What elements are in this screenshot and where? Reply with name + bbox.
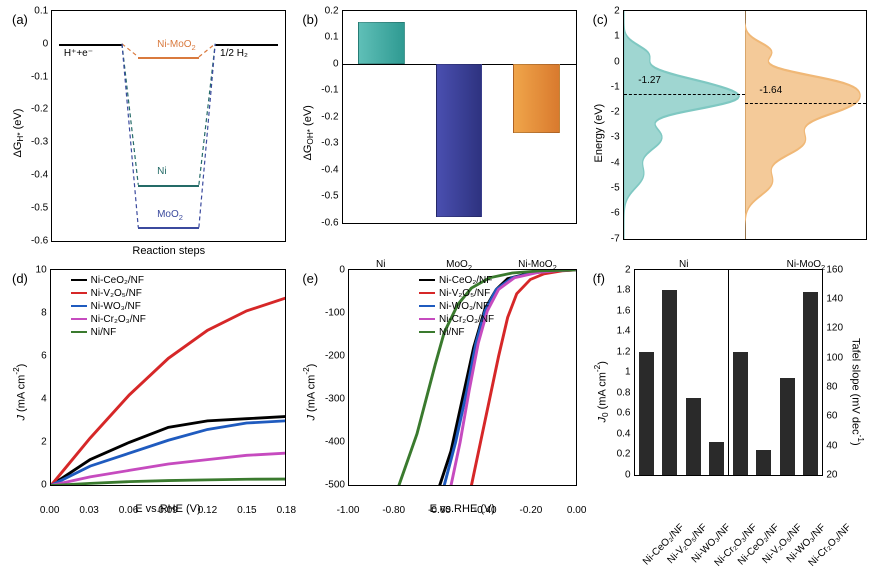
panel-d-plot: 0246810Ni-CeO₂/NFNi-V₂O₅/NFNi-WO₃/NFNi-C… <box>50 269 287 487</box>
panel-d: (d) J (mA cm-2) 0246810Ni-CeO₂/NFNi-V₂O₅… <box>10 269 286 516</box>
panel-d-label: (d) <box>12 271 28 286</box>
panel-d-ylabel: J (mA cm-2) <box>10 269 30 516</box>
panel-f-ylabel-right: Tafel slope (mV dec-1) <box>847 269 867 516</box>
panel-c-label: (c) <box>593 12 608 27</box>
panel-e-label: (e) <box>302 271 318 286</box>
panel-c-plot: 210-1-2-3-4-5-6-7-1.27-1.64 <box>623 10 867 240</box>
panel-e-ylabel: J (mA cm-2) <box>300 269 320 516</box>
panel-a-ylabel: ΔGH* (eV) <box>10 10 27 257</box>
panel-a-plot: 0.10-0.1-0.2-0.3-0.4-0.5-0.6H⁺+e⁻1/2 H₂N… <box>51 10 286 242</box>
panel-b: (b) ΔGOH* (eV) 0.20.10-0.1-0.2-0.3-0.4-0… <box>300 10 576 257</box>
figure-grid: (a) ΔGH* (eV) 0.10-0.1-0.2-0.3-0.4-0.5-0… <box>10 10 867 515</box>
panel-a-label: (a) <box>12 12 28 27</box>
panel-b-ylabel: ΔGOH* (eV) <box>300 10 317 257</box>
panel-e-plot: 0-100-200-300-400-500Ni-CeO₂/NFNi-V₂O₅/N… <box>348 269 577 487</box>
panel-c: (c) Energy (eV) 210-1-2-3-4-5-6-7-1.27-1… <box>591 10 867 257</box>
panel-f: (f) J0 (mA cm-2) 00.20.40.60.811.21.41.6… <box>591 269 867 516</box>
panel-f-ylabel-left: J0 (mA cm-2) <box>591 269 612 516</box>
panel-b-plot: 0.20.10-0.1-0.2-0.3-0.4-0.5-0.6 <box>342 10 577 224</box>
panel-e: (e) J (mA cm-2) 0-100-200-300-400-500Ni-… <box>300 269 576 516</box>
panel-f-plot: 00.20.40.60.811.21.41.61.822040608010012… <box>634 269 824 477</box>
panel-c-ylabel: Energy (eV) <box>591 10 607 257</box>
panel-b-label: (b) <box>302 12 318 27</box>
panel-f-label: (f) <box>593 271 605 286</box>
panel-a: (a) ΔGH* (eV) 0.10-0.1-0.2-0.3-0.4-0.5-0… <box>10 10 286 257</box>
panel-a-xlabel: Reaction steps <box>51 245 286 257</box>
